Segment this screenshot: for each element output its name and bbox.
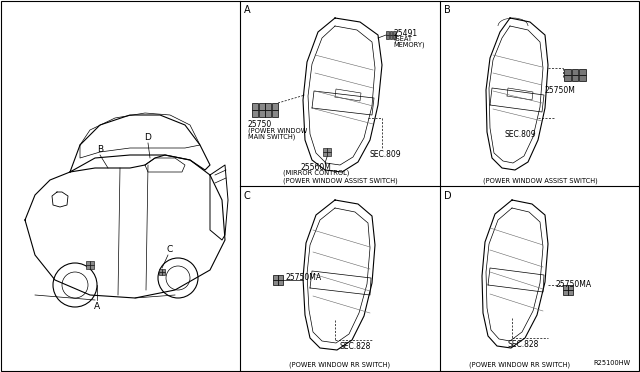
Text: 25750MA: 25750MA (285, 273, 321, 282)
Bar (266, 110, 271, 117)
Text: 25750: 25750 (248, 120, 272, 129)
Text: (POWER WINDOW RR SWITCH): (POWER WINDOW RR SWITCH) (469, 362, 571, 369)
Text: (SEAT: (SEAT (393, 36, 412, 42)
Bar (273, 280, 278, 285)
Bar (86, 265, 90, 269)
Bar (278, 275, 283, 280)
Bar (563, 290, 568, 295)
Bar (86, 261, 90, 265)
Bar (323, 148, 327, 152)
Bar (159, 269, 162, 272)
Bar (259, 103, 265, 110)
Bar (563, 285, 568, 290)
Text: A: A (244, 5, 251, 15)
Bar (579, 75, 586, 81)
Bar (564, 69, 571, 75)
Bar (568, 285, 573, 290)
Bar (252, 103, 258, 110)
Text: MAIN SWITCH): MAIN SWITCH) (248, 133, 296, 140)
Bar (393, 31, 396, 35)
Bar (386, 31, 389, 35)
Bar (390, 31, 392, 35)
Bar (572, 69, 579, 75)
Bar (568, 290, 573, 295)
Bar (327, 148, 331, 152)
Text: C: C (244, 191, 251, 201)
Bar (272, 110, 278, 117)
Text: (POWER WINDOW ASSIST SWITCH): (POWER WINDOW ASSIST SWITCH) (283, 178, 397, 185)
Bar (564, 75, 571, 81)
Bar (386, 35, 389, 39)
Bar (90, 261, 94, 265)
Bar (259, 110, 265, 117)
Text: 25560M: 25560M (301, 163, 332, 172)
Text: D: D (145, 134, 152, 142)
Text: SEC.828: SEC.828 (340, 342, 371, 351)
Text: A: A (94, 302, 100, 311)
Bar (90, 265, 94, 269)
Text: B: B (444, 5, 451, 15)
Bar (272, 103, 278, 110)
Bar (390, 35, 392, 39)
Text: (POWER WINDOW ASSIST SWITCH): (POWER WINDOW ASSIST SWITCH) (483, 178, 597, 185)
Bar (252, 110, 258, 117)
Bar (327, 152, 331, 156)
Text: R25100HW: R25100HW (593, 360, 630, 366)
Bar (273, 275, 278, 280)
Bar (323, 152, 327, 156)
Text: 25750MA: 25750MA (556, 280, 592, 289)
Text: 25750M: 25750M (545, 86, 575, 95)
Bar (393, 35, 396, 39)
Bar (159, 272, 162, 275)
Text: SEC.828: SEC.828 (508, 340, 540, 349)
Bar (579, 69, 586, 75)
Bar (162, 269, 165, 272)
Text: 25491: 25491 (393, 29, 417, 38)
Bar (266, 103, 271, 110)
Text: SEC.809: SEC.809 (370, 150, 402, 159)
Text: D: D (444, 191, 452, 201)
Bar (572, 75, 579, 81)
Text: (POWER WINDOW: (POWER WINDOW (248, 127, 307, 134)
Text: (POWER WINDOW RR SWITCH): (POWER WINDOW RR SWITCH) (289, 362, 390, 369)
Text: SEC.809: SEC.809 (504, 130, 536, 139)
Text: MEMORY): MEMORY) (393, 42, 424, 48)
Bar (162, 272, 165, 275)
Bar (278, 280, 283, 285)
Text: C: C (167, 246, 173, 254)
Text: B: B (97, 145, 103, 154)
Text: (MIRROR CONTROL): (MIRROR CONTROL) (283, 170, 349, 176)
